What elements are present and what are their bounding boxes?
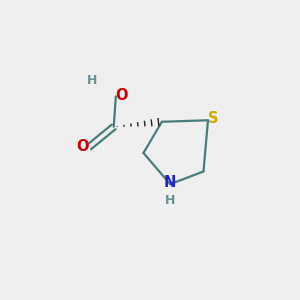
Text: O: O — [116, 88, 128, 103]
Text: O: O — [76, 139, 89, 154]
Text: H: H — [165, 194, 175, 207]
Text: N: N — [164, 175, 176, 190]
Text: H: H — [87, 74, 97, 87]
Text: S: S — [208, 111, 218, 126]
